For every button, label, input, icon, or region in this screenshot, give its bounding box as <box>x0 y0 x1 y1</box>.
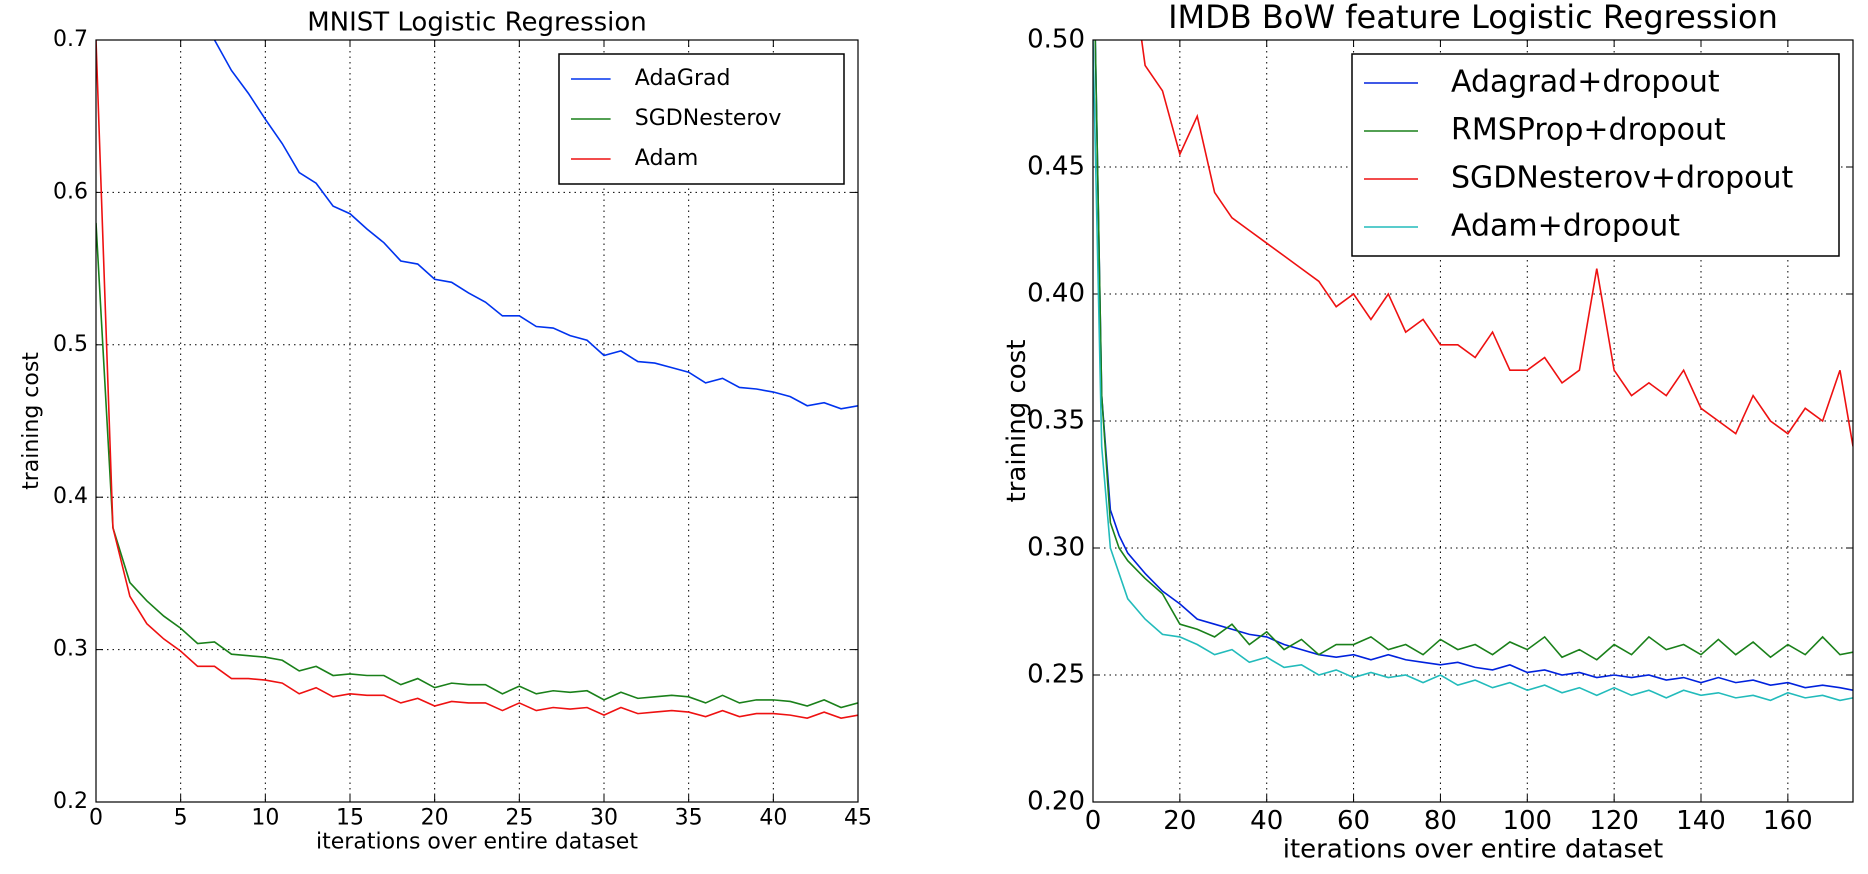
series-line <box>96 222 858 709</box>
x-tick-label: 40 <box>1250 806 1283 836</box>
series-line <box>96 40 858 720</box>
y-axis-label: training cost <box>19 352 44 490</box>
y-tick-label: 0.20 <box>1027 787 1085 817</box>
y-axis-label: training cost <box>1002 340 1032 503</box>
y-tick-label: 0.7 <box>53 27 88 52</box>
y-tick-label: 0.50 <box>1027 25 1085 55</box>
x-tick-label: 100 <box>1502 806 1552 836</box>
series-line <box>1094 40 1853 692</box>
legend-label: Adam+dropout <box>1451 209 1680 244</box>
y-tick-label: 0.30 <box>1027 533 1085 563</box>
legend-label: SGDNesterov+dropout <box>1451 161 1794 196</box>
chart-panel: 0.20 0.25 0.30 0.35 0.40 0.45 0.50 0 20 40 60 80 100… <box>1002 0 1854 865</box>
legend-label: Adagrad+dropout <box>1451 65 1720 100</box>
x-tick-label: 15 <box>336 806 364 831</box>
x-tick-label: 80 <box>1424 806 1457 836</box>
axes-frame <box>95 39 859 803</box>
legend-label: RMSProp+dropout <box>1451 113 1726 148</box>
chart-title: IMDB BoW feature Logistic Regression <box>1168 0 1778 36</box>
chart-title: MNIST Logistic Regression <box>307 8 647 38</box>
y-tick-label: 0.35 <box>1027 406 1085 436</box>
axes-frame <box>1092 39 1854 803</box>
legend-label: SGDNesterov <box>635 106 782 131</box>
x-tick-label: 60 <box>1337 806 1370 836</box>
x-tick-label: 160 <box>1763 806 1813 836</box>
x-tick-label: 40 <box>759 806 787 831</box>
y-tick-label: 0.6 <box>53 179 88 204</box>
x-tick-label: 25 <box>505 806 533 831</box>
x-tick-label: 35 <box>675 806 703 831</box>
x-tick-label: 30 <box>590 806 618 831</box>
y-tick-label: 0.4 <box>53 484 88 509</box>
x-tick-label: 45 <box>844 806 872 831</box>
plot-area <box>1093 40 1853 702</box>
y-tick-label: 0.5 <box>53 332 88 357</box>
legend-label: Adam <box>635 146 699 171</box>
y-tick-label: 0.2 <box>53 789 88 814</box>
legend-box <box>1351 53 1840 257</box>
y-tick-label: 0.3 <box>53 637 88 662</box>
x-axis-label: iterations over entire dataset <box>316 830 638 855</box>
legend: AdaGrad SGDNesterov Adam <box>558 53 845 185</box>
x-tick-label: 140 <box>1676 806 1726 836</box>
x-tick-label: 20 <box>421 806 449 831</box>
x-tick-label: 120 <box>1589 806 1639 836</box>
y-tick-label: 0.25 <box>1027 660 1085 690</box>
x-tick-label: 5 <box>174 806 188 831</box>
x-tick-label: 20 <box>1163 806 1196 836</box>
series-line <box>1094 40 1853 661</box>
x-axis-label: iterations over entire dataset <box>1283 835 1663 865</box>
y-tick-label: 0.40 <box>1027 279 1085 309</box>
x-tick-label: 0 <box>89 806 103 831</box>
chart-panel: 0.2 0.3 0.4 0.5 0.6 0.7 0 5 10 15 20 25 30 35 40 45 MNIS… <box>19 8 872 855</box>
legend-label: AdaGrad <box>635 66 731 91</box>
series-line <box>1140 40 1853 447</box>
y-tick-label: 0.45 <box>1027 152 1085 182</box>
series-line <box>1093 40 1853 702</box>
x-tick-label: 10 <box>251 806 279 831</box>
x-tick-label: 0 <box>1085 806 1102 836</box>
series-line <box>213 40 858 410</box>
plot-area <box>96 40 858 720</box>
legend: Adagrad+dropout RMSProp+dropout SGDNestero… <box>1351 53 1840 257</box>
